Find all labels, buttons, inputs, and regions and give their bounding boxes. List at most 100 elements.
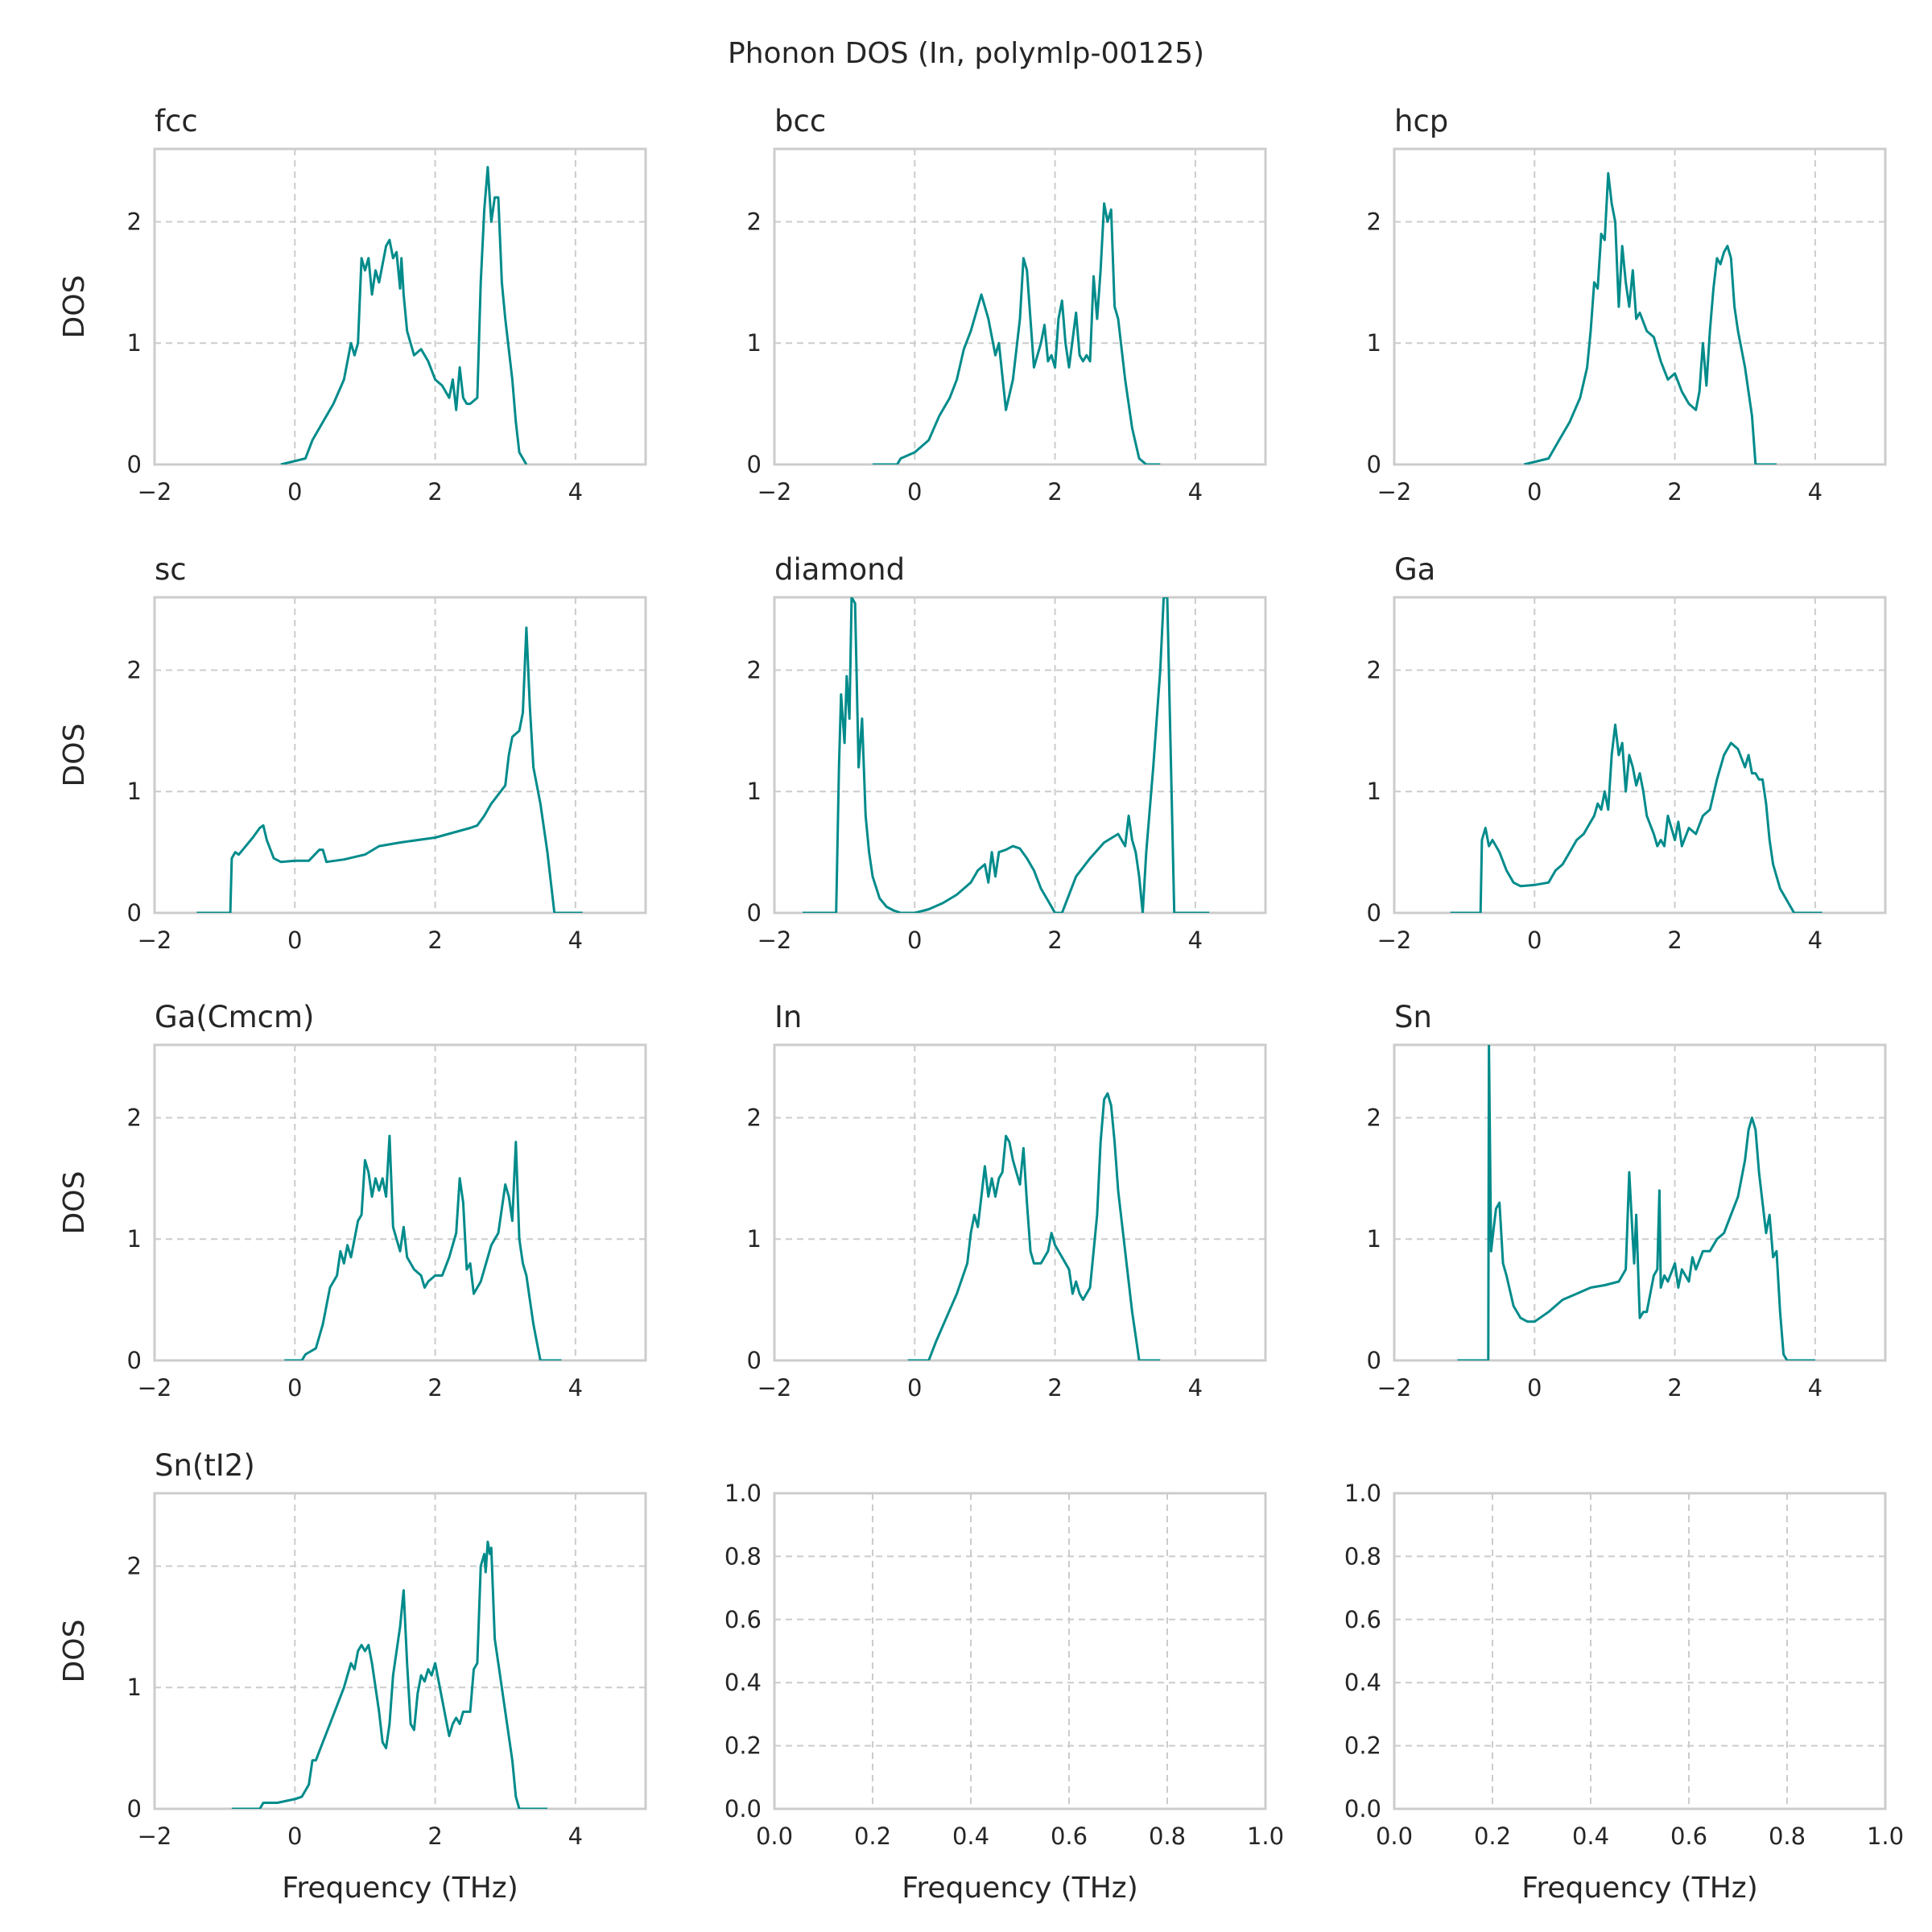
y-tick-label: 2 (747, 1104, 762, 1131)
dos-series-line (196, 626, 583, 913)
x-tick-label: 0.2 (1474, 1823, 1511, 1850)
x-tick-label: 0 (907, 478, 922, 506)
x-tick-label: 2 (427, 927, 442, 954)
y-tick-label: 0 (1367, 451, 1381, 478)
subplot-title: Sn(tI2) (155, 1448, 255, 1483)
plot-area (153, 1492, 647, 1810)
x-tick-label: 2 (1047, 478, 1062, 506)
x-tick-label: 0.8 (1769, 1823, 1806, 1850)
y-tick-label: 1 (747, 329, 762, 357)
dos-series-line (231, 1540, 547, 1809)
y-tick-label: 1 (127, 778, 142, 805)
subplot-11: 0.0 0.2 0.4 0.6 0.8 1.0 0.0 0.2 0.4 0.6 0.8 1.0 Freq… (724, 1480, 1284, 1905)
x-tick-label: 4 (568, 478, 583, 506)
x-tick-label: 1.0 (1247, 1823, 1284, 1850)
y-axis-label: DOS (58, 275, 91, 339)
x-tick-label: 0.6 (1051, 1823, 1088, 1850)
y-tick-label: 0.6 (724, 1606, 762, 1633)
x-tick-label: 4 (1188, 927, 1203, 954)
y-tick-label: 0 (747, 1347, 762, 1374)
x-tick-label: 0 (287, 478, 302, 506)
x-tick-label: 0 (907, 1374, 922, 1402)
plot-area (153, 147, 647, 466)
x-tick-label: 0.0 (756, 1823, 793, 1850)
subplot-title: Ga (1394, 552, 1435, 587)
subplot-12: 0.0 0.2 0.4 0.6 0.8 1.0 0.0 0.2 0.4 0.6 0.8 1.0 Freq… (1344, 1480, 1904, 1905)
y-tick-label: 0 (127, 1795, 142, 1823)
y-tick-label: 1 (127, 1225, 142, 1253)
x-tick-label: 0.8 (1149, 1823, 1186, 1850)
y-axis-label: DOS (58, 724, 91, 787)
y-tick-label: 0.2 (1344, 1732, 1381, 1760)
plot-area (153, 1043, 647, 1362)
x-tick-label: −2 (138, 927, 172, 954)
x-axis-label: Frequency (THz) (902, 1872, 1137, 1905)
y-tick-label: 2 (1367, 656, 1381, 683)
x-tick-label: −2 (138, 1823, 172, 1850)
y-tick-label: 1 (1367, 329, 1381, 357)
y-tick-label: 0 (1367, 1347, 1381, 1374)
plot-area (153, 596, 647, 914)
x-tick-label: −2 (138, 1374, 172, 1402)
x-tick-label: 0.4 (952, 1823, 989, 1850)
x-tick-label: 0.0 (1376, 1823, 1413, 1850)
x-tick-label: 4 (568, 1374, 583, 1402)
dos-series-line (1457, 1045, 1815, 1360)
y-tick-label: 2 (127, 656, 142, 683)
y-tick-label: 0 (747, 451, 762, 478)
x-tick-label: 0.6 (1670, 1823, 1707, 1850)
plot-area (1393, 1492, 1887, 1810)
x-tick-label: 4 (1808, 478, 1823, 506)
x-tick-label: 0 (287, 927, 302, 954)
subplot-title: hcp (1394, 104, 1448, 138)
plot-area (1393, 596, 1887, 914)
x-tick-label: 0.4 (1572, 1823, 1609, 1850)
y-axis-label: DOS (58, 1620, 91, 1683)
y-axis-label: DOS (58, 1171, 91, 1235)
dos-series-line (284, 1134, 562, 1360)
figure-title: Phonon DOS (In, polymlp-00125) (728, 37, 1204, 70)
x-tick-label: 0 (1527, 927, 1542, 954)
y-tick-label: 0 (127, 1347, 142, 1374)
x-tick-label: −2 (1377, 1374, 1412, 1402)
x-tick-label: −2 (758, 927, 792, 954)
y-tick-label: 1 (1367, 1225, 1381, 1253)
x-tick-label: 4 (1188, 478, 1203, 506)
y-tick-label: 0 (127, 451, 142, 478)
subplot-title: sc (155, 552, 187, 587)
y-tick-label: 0.4 (1344, 1669, 1381, 1696)
plot-area (1393, 147, 1887, 466)
y-tick-label: 1.0 (1344, 1480, 1381, 1507)
x-tick-label: 2 (1047, 1374, 1062, 1402)
plot-area (773, 1492, 1267, 1810)
x-tick-label: 1.0 (1867, 1823, 1904, 1850)
y-tick-label: 0.6 (1344, 1606, 1381, 1633)
y-tick-label: 1 (747, 1225, 762, 1253)
y-tick-label: 0.4 (724, 1669, 762, 1696)
y-tick-label: 0 (1367, 899, 1381, 927)
x-tick-label: −2 (758, 478, 792, 506)
y-tick-label: 0.2 (724, 1732, 762, 1760)
dos-series-line (1450, 723, 1823, 913)
y-tick-label: 0 (127, 899, 142, 927)
y-tick-label: 0.8 (724, 1542, 762, 1570)
subplot-title: fcc (155, 104, 198, 138)
x-tick-label: 0 (1527, 1374, 1542, 1402)
x-tick-label: 0 (287, 1823, 302, 1850)
x-tick-label: 2 (427, 478, 442, 506)
x-tick-label: 2 (427, 1823, 442, 1850)
x-tick-label: 4 (568, 1823, 583, 1850)
x-tick-label: 4 (1188, 1374, 1203, 1402)
y-tick-label: 2 (127, 208, 142, 235)
y-tick-label: 1 (1367, 778, 1381, 805)
plot-area (773, 596, 1267, 914)
